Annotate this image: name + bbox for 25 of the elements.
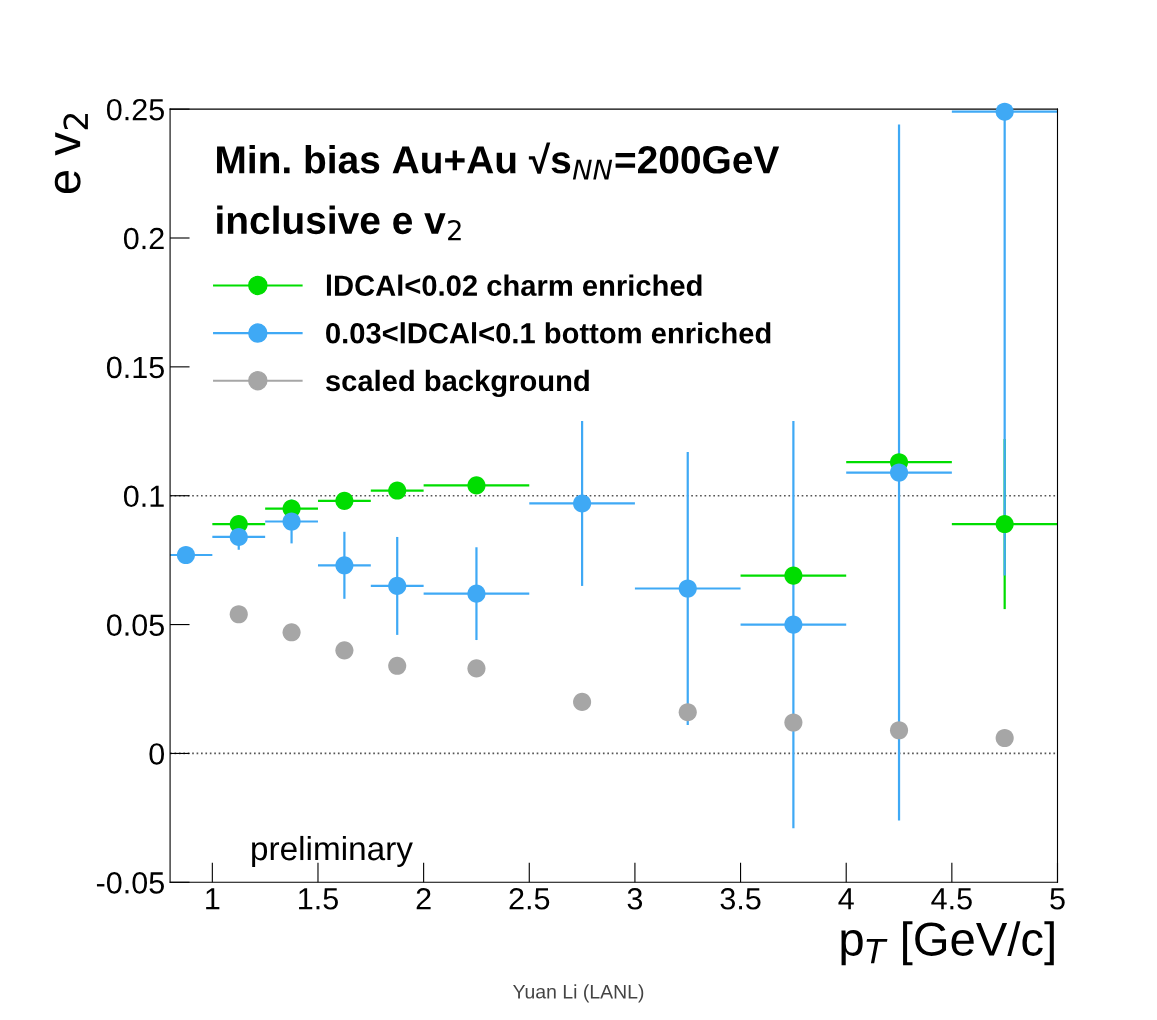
x-tick-label: 2.5 (509, 887, 550, 910)
y-tick-label: 0.05 (106, 614, 164, 636)
y-tick-label: -0.05 (96, 872, 164, 894)
text: Yuan Li (LANL) (513, 984, 644, 1003)
x-tick-label: 1 (206, 888, 220, 910)
x-tick-label: 1.5 (299, 888, 338, 910)
y-tick-label: 0.1 (123, 485, 164, 508)
x-tick-label: 3.5 (720, 887, 761, 910)
x-tick-label: 4 (838, 888, 854, 910)
y-axis-title: e v$_{2}$ (54, 113, 88, 194)
legend-label: scaled background (325, 369, 589, 398)
y-tick-label: 0.2 (123, 227, 164, 250)
x-tick-label: 2 (416, 887, 431, 910)
y-tick-label: 0.15 (106, 356, 164, 379)
annotation: Min. bias Au+Au √s$_{NN}$=200GeV (217, 142, 780, 180)
annotation: preliminary (252, 835, 413, 867)
y-tick-label: 0 (149, 743, 165, 765)
x-axis-title: p$_{T}$ [GeV/c] (841, 921, 1054, 966)
y-tick-label: 0.25 (106, 98, 164, 121)
x-tick-label: 4.5 (931, 888, 972, 910)
legend-label: 0.03<lDCAl<0.1 bottom enriched (326, 322, 771, 344)
annotation: inclusive e v$_{2}$ (217, 205, 461, 241)
x-tick-label: 3 (627, 887, 643, 910)
x-tick-label: 5 (1050, 888, 1065, 910)
legend-label: lDCAl<0.02 charm enriched (326, 274, 702, 296)
